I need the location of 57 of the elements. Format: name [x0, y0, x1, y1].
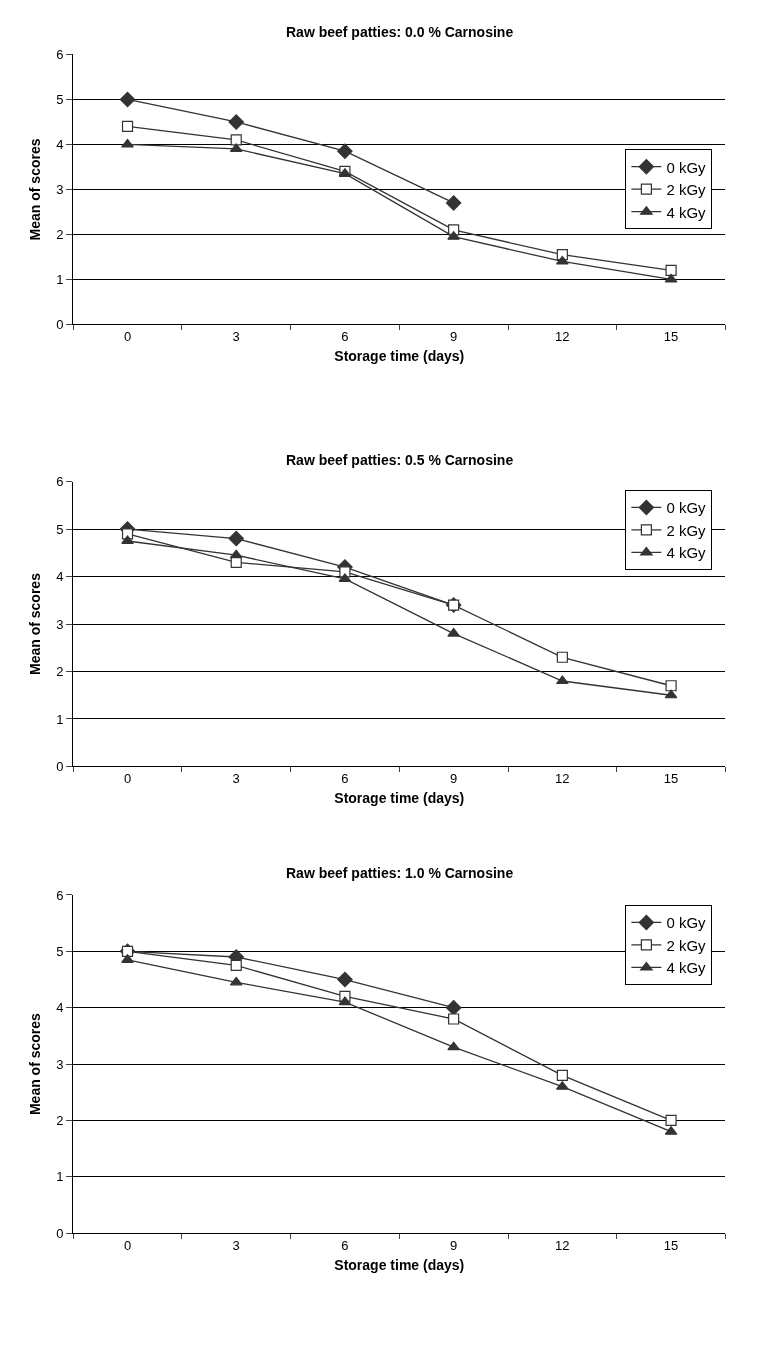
x-axis-title: Storage time (days) — [334, 1257, 465, 1274]
x-tick-label: 0 — [123, 329, 132, 345]
y-tick-label: 2 — [56, 1113, 64, 1128]
y-axis-title: Mean of scores — [26, 138, 43, 241]
x-tick-label: 9 — [450, 329, 458, 345]
legend-label: 2 kGy — [666, 936, 707, 954]
x-tick-label: 15 — [663, 771, 679, 787]
x-tick-label: 3 — [232, 771, 240, 787]
legend-label: 0 kGy — [666, 499, 707, 517]
y-tick-label: 0 — [56, 758, 64, 774]
legend-label: 4 kGy — [666, 544, 707, 562]
x-tick-label: 15 — [663, 1237, 679, 1253]
y-tick-label: 3 — [56, 182, 64, 197]
legend-label: 2 kGy — [666, 181, 707, 199]
x-tick-label: 12 — [555, 329, 570, 345]
y-axis-title: Mean of scores — [26, 572, 43, 676]
x-axis-title: Storage time (days) — [334, 790, 465, 807]
y-tick-label: 1 — [56, 271, 64, 287]
x-tick-label: 6 — [341, 329, 349, 345]
x-tick-label: 12 — [555, 771, 570, 787]
x-tick-label: 0 — [123, 1237, 132, 1253]
y-tick-label: 0 — [56, 1225, 64, 1241]
legend-label: 4 kGy — [666, 959, 707, 977]
y-tick-label: 2 — [56, 664, 64, 680]
y-tick-label: 1 — [56, 1169, 64, 1185]
chart-title: Raw beef patties: 0.0 % Carnosine — [286, 24, 514, 40]
legend-label: 4 kGy — [666, 203, 707, 221]
chart-title: Raw beef patties: 1.0 % Carnosine — [286, 865, 514, 881]
y-tick-label: 3 — [56, 1056, 64, 1072]
y-tick-label: 6 — [56, 47, 64, 63]
y-tick-label: 4 — [56, 137, 64, 153]
y-tick-label: 4 — [56, 1000, 64, 1016]
legend-label: 0 kGy — [666, 914, 707, 932]
legend-label: 2 kGy — [666, 521, 707, 539]
y-tick-label: 1 — [56, 711, 64, 727]
y-tick-label: 3 — [56, 616, 64, 632]
x-tick-label: 3 — [232, 329, 240, 345]
x-tick-label: 12 — [555, 1237, 570, 1253]
y-tick-label: 2 — [56, 226, 64, 242]
x-tick-label: 6 — [341, 771, 349, 787]
legend-label: 0 kGy — [666, 158, 707, 176]
x-tick-label: 6 — [341, 1237, 349, 1253]
x-tick-label: 15 — [663, 329, 679, 345]
x-tick-label: 9 — [450, 771, 458, 787]
x-axis-title: Storage time (days) — [334, 348, 465, 365]
y-tick-label: 6 — [56, 887, 64, 903]
y-tick-label: 4 — [56, 569, 64, 585]
y-tick-label: 5 — [56, 92, 64, 108]
y-tick-label: 5 — [56, 521, 64, 537]
x-tick-label: 0 — [123, 771, 132, 787]
y-tick-label: 6 — [56, 474, 64, 490]
x-tick-label: 3 — [232, 1237, 240, 1253]
y-axis-title: Mean of scores — [26, 1012, 43, 1116]
chart-title: Raw beef patties: 0.5 % Carnosine — [286, 452, 514, 468]
y-tick-label: 5 — [56, 943, 64, 959]
y-tick-label: 0 — [56, 316, 64, 332]
x-tick-label: 9 — [450, 1237, 458, 1253]
